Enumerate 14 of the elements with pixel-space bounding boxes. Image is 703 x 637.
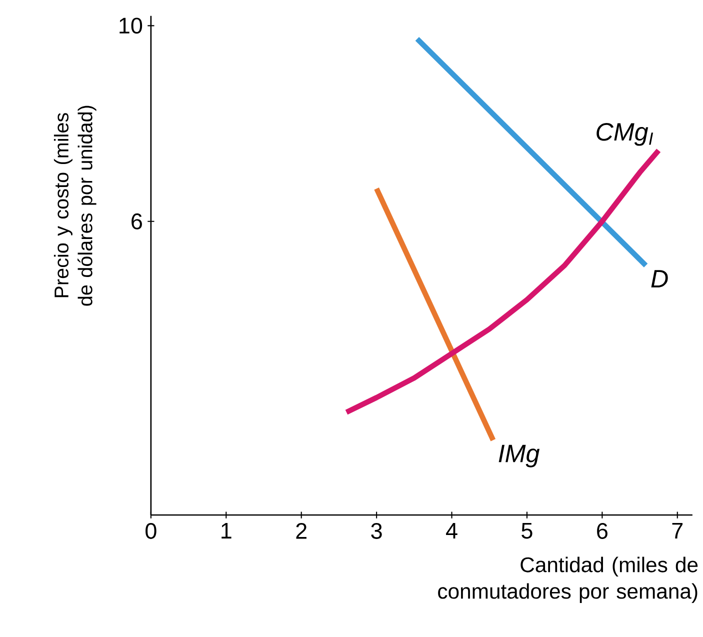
x-tick-label: 4 <box>446 523 458 539</box>
y-tick-label: 10 <box>120 18 142 34</box>
x-tick-label: 0 <box>146 523 156 540</box>
x-tick-label: 1 <box>222 523 232 539</box>
x-tick-label: 5 <box>522 523 532 539</box>
x-axis-title: Cantidad (miles de conmutadores por semana) <box>438 556 698 604</box>
series-label: IMg <box>498 444 540 468</box>
series-label: CMg$_{I}$ <box>596 123 654 146</box>
x-tick-label: 6 <box>597 523 608 540</box>
x-tick-label: 7 <box>672 523 683 539</box>
x-tick-label: 3 <box>371 523 382 540</box>
y-axis-title: Precio y costo (miles de dólares por unidad) <box>54 106 96 306</box>
series-label: D <box>651 270 668 288</box>
x-tick-label: 2 <box>296 523 306 539</box>
